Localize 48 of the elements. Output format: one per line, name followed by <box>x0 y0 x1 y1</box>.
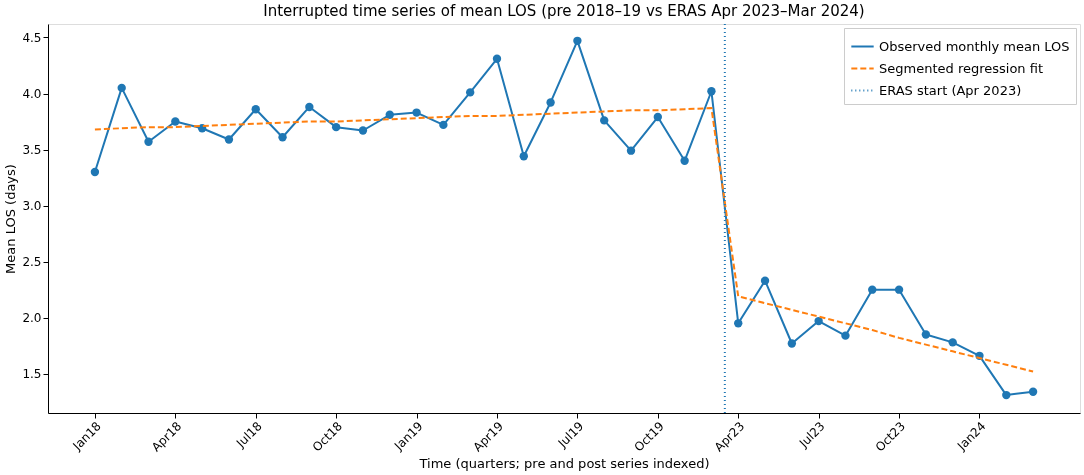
point <box>90 167 100 177</box>
point <box>466 88 475 97</box>
point <box>787 339 797 348</box>
point <box>734 319 743 328</box>
point <box>492 54 502 63</box>
point <box>653 112 662 122</box>
point <box>894 285 904 294</box>
legend-label: Segmented regression fit <box>879 60 1044 76</box>
y-tick-label: 2.5 <box>22 255 42 270</box>
point <box>1002 390 1011 400</box>
point <box>948 338 957 347</box>
point <box>412 108 421 117</box>
point <box>224 135 234 144</box>
line-series <box>93 107 1035 373</box>
point <box>841 331 850 340</box>
point <box>251 105 260 114</box>
annotation: ERAS start (Apr 2023) <box>879 82 1022 98</box>
point <box>626 146 636 155</box>
chart-title: Interrupted time series of mean LOS (pre 2018–19 vs ERAS Apr 2023–Mar 2024) <box>263 2 865 20</box>
point <box>921 330 931 339</box>
point <box>600 116 609 125</box>
point <box>358 126 368 135</box>
point <box>814 316 823 326</box>
y-tick-label: 4.5 <box>22 30 42 45</box>
point <box>144 137 153 146</box>
point <box>331 122 341 132</box>
y-tick-label: 3.0 <box>22 199 42 214</box>
point <box>573 36 582 45</box>
point <box>707 87 716 96</box>
point <box>680 156 689 165</box>
point <box>519 152 528 161</box>
y-tick-label: 3.5 <box>22 143 42 158</box>
point <box>385 110 394 119</box>
x-axis-title: Time (quarters; pre and post series indexed) <box>418 455 710 471</box>
y-tick-label: 4.0 <box>22 87 42 101</box>
point <box>546 98 555 107</box>
y-axis-title: Mean LOS (days) <box>3 164 19 274</box>
point <box>117 83 126 93</box>
point <box>868 285 877 294</box>
point <box>171 117 180 126</box>
point <box>305 102 314 112</box>
point <box>278 133 287 142</box>
y-tick-label: 2.0 <box>22 311 42 326</box>
legend-label: Observed monthly mean LOS <box>879 38 1070 54</box>
point <box>1028 387 1038 396</box>
y-tick-label: 1.5 <box>22 367 42 382</box>
point <box>439 120 448 130</box>
point <box>760 276 770 285</box>
